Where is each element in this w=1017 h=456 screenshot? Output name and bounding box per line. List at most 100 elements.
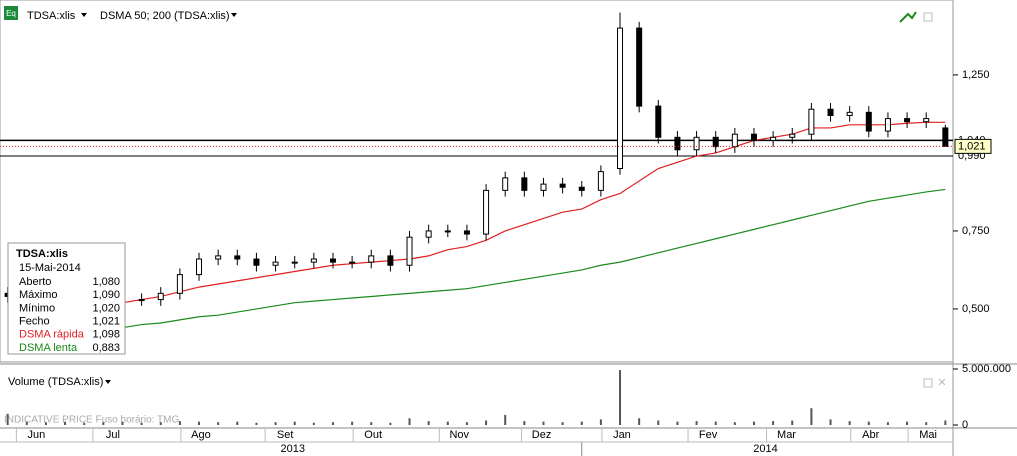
- info-label: DSMA lenta: [19, 342, 78, 354]
- info-value: 0,883: [92, 342, 120, 354]
- x-tick-label: Mai: [919, 429, 937, 441]
- candle-body: [444, 230, 451, 233]
- symbol-name[interactable]: TDSA:xlis: [27, 10, 76, 22]
- candle-body: [770, 136, 777, 141]
- volume-bar: [752, 421, 755, 425]
- x-tick-label: Jul: [106, 429, 120, 441]
- candle-body: [693, 136, 700, 151]
- candle-body: [674, 136, 681, 151]
- volume-bar: [791, 420, 794, 425]
- candle-body: [750, 133, 757, 141]
- candle-body: [923, 118, 930, 123]
- volume-bar: [274, 422, 277, 425]
- x-tick-label: Jan: [613, 429, 631, 441]
- volume-tick-label: 5.000.000: [962, 363, 1011, 375]
- last-price-box: [954, 138, 992, 154]
- y-tick-label: 1,250: [962, 69, 990, 81]
- candle-body: [196, 258, 203, 276]
- x-tick-label: Jun: [27, 429, 45, 441]
- volume-bar: [944, 420, 947, 425]
- indicator-name[interactable]: DSMA 50; 200 (TDSA:xlis): [100, 10, 230, 22]
- info-date: 15-Mai-2014: [19, 262, 81, 274]
- volume-bar: [925, 422, 928, 425]
- candle-body: [540, 183, 547, 191]
- last-price-label: 1,021: [958, 140, 986, 152]
- volume-bar: [408, 418, 411, 425]
- volume-bar: [657, 420, 660, 425]
- volume-bar: [83, 422, 86, 425]
- close-button[interactable]: ✕: [937, 377, 946, 389]
- volume-bar: [829, 419, 832, 425]
- volume-bar: [848, 421, 851, 425]
- info-value: 1,021: [92, 316, 120, 328]
- year-label: 2013: [281, 443, 305, 455]
- volume-bar: [523, 421, 526, 425]
- info-value: 1,080: [92, 276, 120, 288]
- candle-body: [253, 258, 260, 266]
- candle-body: [176, 274, 183, 294]
- app-icon-text: Eq: [6, 9, 16, 18]
- info-label: DSMA rápida: [19, 329, 85, 341]
- volume-bar: [676, 421, 679, 425]
- candle-body: [215, 255, 222, 260]
- volume-bar: [217, 422, 220, 425]
- volume-bar: [867, 421, 870, 425]
- candle-body: [483, 189, 490, 235]
- price-pane: [0, 0, 954, 363]
- moving-average: [7, 188, 946, 346]
- candle-body: [425, 230, 432, 238]
- volume-bar: [121, 421, 124, 425]
- candle-body: [349, 261, 356, 264]
- candle-body: [463, 230, 470, 235]
- volume-bar: [638, 418, 641, 425]
- info-label: Fecho: [19, 316, 50, 328]
- volume-bar: [695, 421, 698, 425]
- volume-bar: [312, 422, 315, 425]
- volume-bar: [542, 421, 545, 425]
- volume-bar: [351, 421, 354, 425]
- candle-body: [578, 186, 585, 191]
- x-tick-label: Set: [277, 429, 294, 441]
- volume-bar: [427, 421, 430, 425]
- candle-body: [884, 118, 891, 132]
- candle-body: [157, 292, 164, 301]
- trend-icon[interactable]: [899, 11, 917, 23]
- candle-body: [329, 258, 336, 263]
- x-tick-label: Fev: [699, 429, 718, 441]
- volume-bar: [733, 422, 736, 425]
- volume-bar: [389, 422, 392, 425]
- volume-bar: [140, 422, 143, 425]
- volume-bar: [198, 421, 201, 425]
- x-tick-label: Nov: [449, 429, 469, 441]
- x-tick-label: Dez: [532, 429, 552, 441]
- candle-body: [636, 27, 643, 107]
- info-value: 1,020: [92, 302, 120, 314]
- app-icon[interactable]: [4, 6, 18, 20]
- volume-bar: [465, 422, 468, 425]
- dropdown-arrow[interactable]: [105, 380, 111, 384]
- candle-body: [521, 177, 528, 191]
- candle-body: [138, 299, 145, 302]
- volume-bar: [102, 422, 105, 425]
- y-tick-label: 0,500: [962, 303, 990, 315]
- volume-bar: [599, 419, 602, 425]
- info-box: TDSA:xlis 15-Mai-2014 Aberto 1,080 Máximo 1…: [7, 242, 126, 355]
- candle-body: [712, 136, 719, 148]
- dropdown-arrow[interactable]: [81, 13, 87, 17]
- candle-body: [846, 111, 853, 116]
- info-label: Máximo: [19, 289, 58, 301]
- candle-body: [942, 127, 949, 147]
- dropdown-arrow[interactable]: [231, 13, 237, 17]
- volume-bar: [580, 421, 583, 425]
- candle-body: [234, 255, 241, 260]
- x-tick-label: Mar: [777, 429, 796, 441]
- window-button[interactable]: [923, 378, 933, 388]
- volume-bar: [886, 422, 889, 425]
- volume-bar: [619, 370, 622, 425]
- candle-body: [597, 171, 604, 191]
- watermark: INDICATIVE PRICE Fuso horário: TMG: [4, 415, 179, 426]
- window-button[interactable]: [923, 12, 933, 22]
- volume-bar: [159, 422, 162, 425]
- candle-body: [406, 236, 413, 266]
- volume-bar: [178, 421, 181, 425]
